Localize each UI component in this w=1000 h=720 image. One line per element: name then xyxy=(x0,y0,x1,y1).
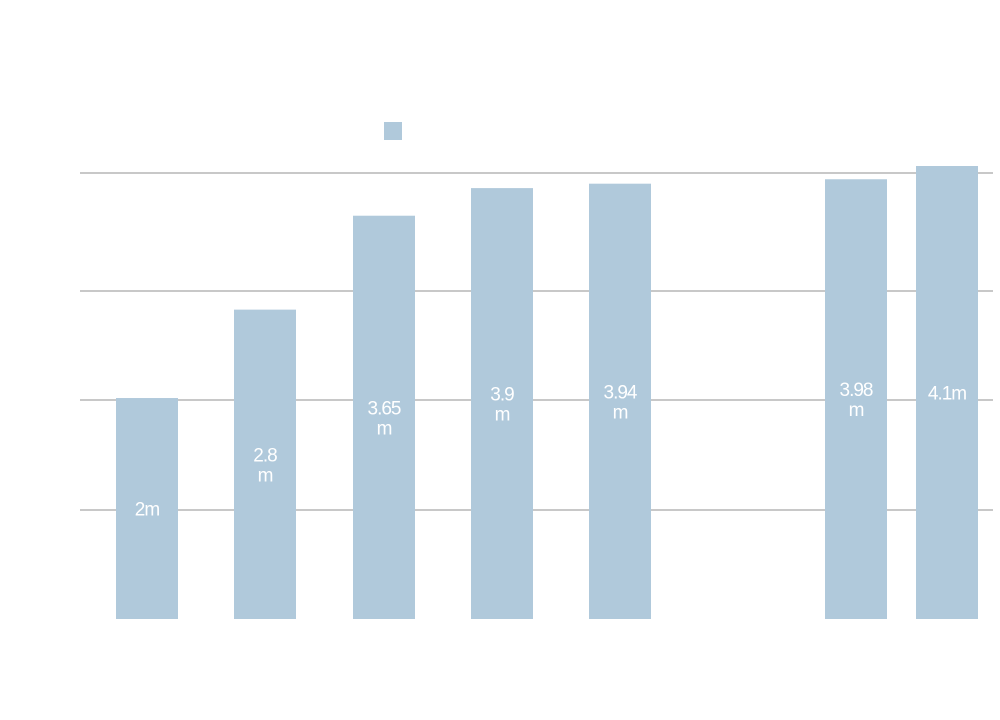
bar-4 xyxy=(471,188,533,619)
bar-3 xyxy=(353,215,415,619)
bar-value-label-line: m xyxy=(495,405,510,426)
bar-value-label-7: 4.1m xyxy=(928,384,966,405)
bar-value-label-line: 3.94 xyxy=(604,382,638,403)
bar-7 xyxy=(916,166,978,619)
bar-value-label-1: 2m xyxy=(135,500,160,521)
bar-value-label-line: 3.98 xyxy=(840,380,873,401)
bar-value-label-line: 2m xyxy=(135,500,160,521)
bar-value-label-line: 4.1m xyxy=(928,384,966,405)
legend-swatch xyxy=(384,122,402,140)
legend xyxy=(384,122,402,140)
bar-5 xyxy=(589,183,651,620)
bar-1 xyxy=(116,398,178,619)
bar-value-label-6: 3.98 m xyxy=(840,380,873,421)
bar-2 xyxy=(234,309,296,619)
bar-value-label-line: 3.65 xyxy=(368,398,401,419)
bars xyxy=(116,166,978,620)
bar-value-label-line: m xyxy=(849,400,864,421)
bar-value-label-line: m xyxy=(377,418,392,439)
bar-value-label-line: 2.8 xyxy=(253,445,277,466)
bar-value-label-4: 3.9 m xyxy=(490,385,514,426)
bar-value-label-3: 3.65 m xyxy=(368,398,401,439)
bar-6 xyxy=(825,179,887,619)
bar-value-label-5: 3.94 m xyxy=(604,382,638,423)
bar-value-label-2: 2.8 m xyxy=(253,445,277,486)
bar-value-label-line: m xyxy=(613,402,628,423)
data-labels: 2m2.8 m3.65 m3.9 m3.94 m3.98 m4.1m xyxy=(135,380,967,521)
bar-value-label-line: m xyxy=(258,465,273,486)
bar-value-label-line: 3.9 xyxy=(490,385,514,406)
